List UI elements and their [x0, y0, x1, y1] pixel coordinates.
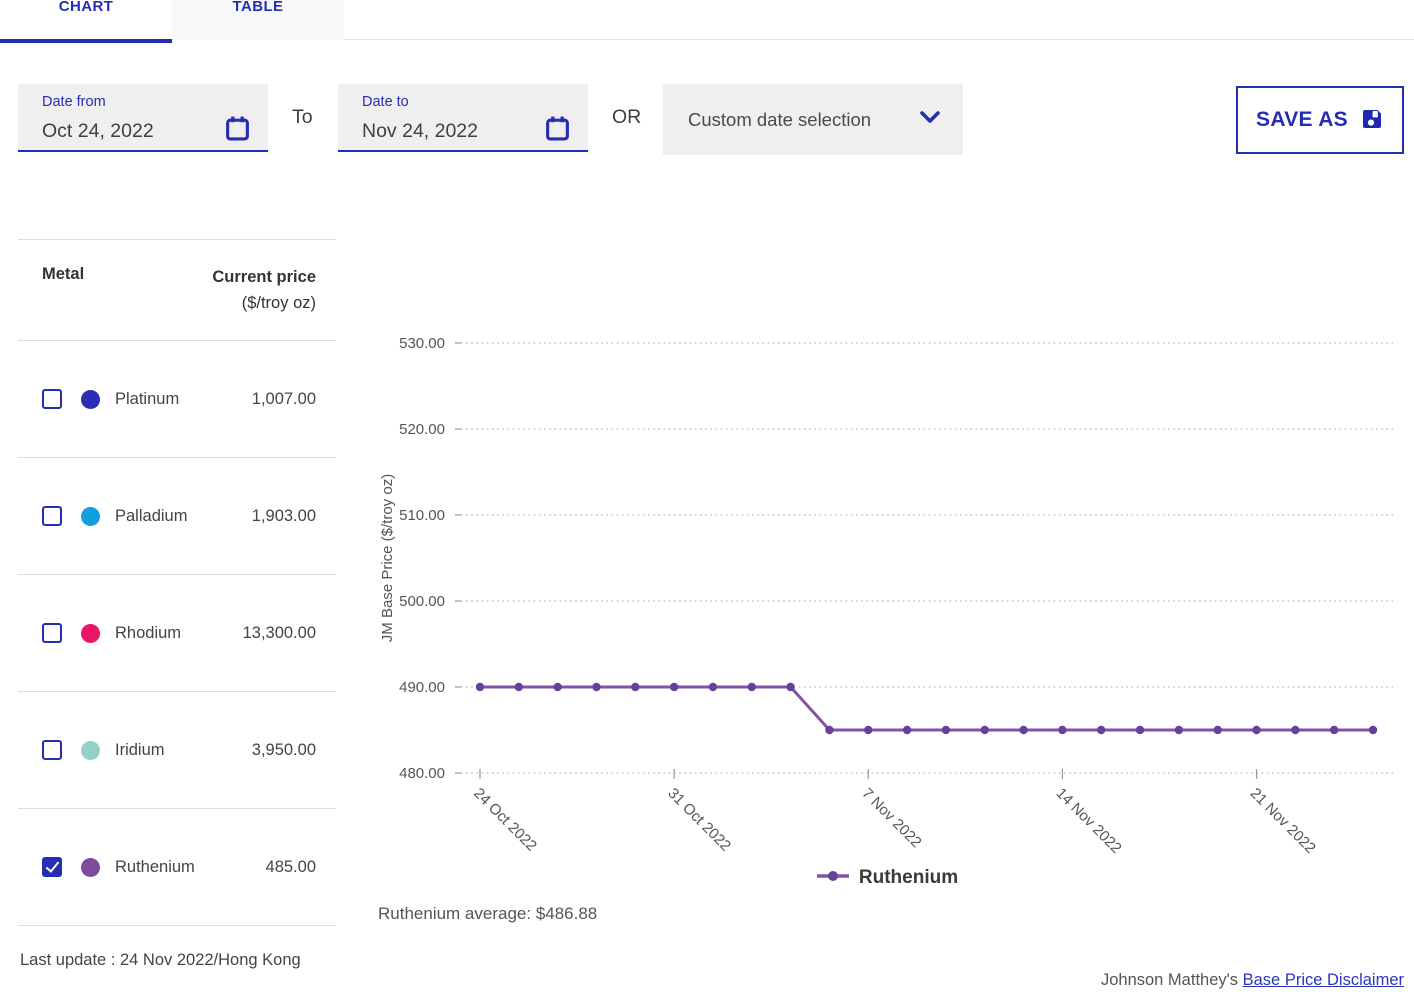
last-update-text: Last update : 24 Nov 2022/Hong Kong: [20, 951, 301, 969]
metal-table-header: Metal Current price ($/troy oz): [18, 240, 336, 341]
calendar-icon: [545, 115, 570, 147]
metal-column-header: Metal: [42, 265, 85, 283]
tab-table[interactable]: TABLE: [172, 0, 344, 40]
chevron-down-icon: [919, 109, 941, 130]
legend-item-ruthenium[interactable]: Ruthenium: [816, 867, 958, 889]
metal-name: Rhodium: [115, 623, 182, 642]
metal-price: 1,903.00: [251, 506, 316, 525]
svg-text:490.00: 490.00: [399, 679, 445, 696]
metal-name: Palladium: [115, 506, 188, 525]
metal-price: 3,950.00: [251, 740, 316, 759]
metal-name: Iridium: [115, 740, 165, 759]
svg-text:530.00: 530.00: [399, 335, 445, 352]
price-chart: 480.00 490.00 500.00 510.00 520.00 530.00 24 O…: [379, 335, 1393, 857]
tab-chart[interactable]: CHART: [0, 0, 172, 43]
save-icon: [1360, 107, 1384, 134]
save-as-label: SAVE AS: [1256, 108, 1348, 131]
svg-text:24 Oct 2022: 24 Oct 2022: [470, 785, 540, 855]
metal-name: Platinum: [115, 389, 180, 408]
date-to-field[interactable]: Date to Nov 24, 2022: [338, 84, 588, 152]
date-from-value: Oct 24, 2022: [42, 119, 154, 142]
svg-text:500.00: 500.00: [399, 593, 445, 610]
iridium-checkbox[interactable]: [42, 740, 62, 760]
palladium-color-dot: [81, 506, 100, 526]
svg-text:14 Nov 2022: 14 Nov 2022: [1053, 785, 1125, 857]
rhodium-color-dot: [81, 623, 100, 643]
to-label: To: [292, 106, 313, 128]
or-label: OR: [612, 106, 642, 128]
metal-row-palladium: Palladium 1,903.00: [18, 458, 336, 575]
ruthenium-color-dot: [81, 857, 100, 877]
date-from-label: Date from: [42, 94, 106, 110]
tab-table-label: TABLE: [232, 0, 284, 15]
chart-legend: Ruthenium: [370, 867, 1404, 889]
metal-panel: Metal Current price ($/troy oz) Platinum…: [18, 239, 336, 970]
platinum-checkbox[interactable]: [42, 389, 62, 409]
legend-label: Ruthenium: [858, 867, 959, 888]
svg-text:JM Base Price ($/troy oz): JM Base Price ($/troy oz): [379, 474, 396, 642]
disclaimer-prefix: Johnson Matthey's: [1100, 971, 1243, 989]
platinum-color-dot: [81, 389, 100, 409]
legend-marker-icon: [816, 869, 850, 888]
price-column-unit: ($/troy oz): [241, 293, 316, 312]
metal-price: 13,300.00: [242, 623, 316, 642]
metal-row-iridium: Iridium 3,950.00: [18, 692, 336, 809]
metal-price: 485.00: [265, 857, 316, 876]
iridium-color-dot: [81, 740, 100, 760]
average-note: Ruthenium average: $486.88: [378, 904, 598, 923]
calendar-icon: [225, 115, 250, 147]
metal-name: Ruthenium: [115, 857, 195, 876]
date-to-value: Nov 24, 2022: [362, 119, 479, 142]
svg-text:520.00: 520.00: [399, 421, 445, 438]
price-column-header: Current price: [212, 268, 316, 286]
rhodium-checkbox[interactable]: [42, 623, 62, 643]
metal-row-rhodium: Rhodium 13,300.00: [18, 575, 336, 692]
svg-text:21 Nov 2022: 21 Nov 2022: [1247, 785, 1319, 857]
date-to-label: Date to: [362, 94, 409, 110]
svg-text:7 Nov 2022: 7 Nov 2022: [858, 785, 924, 851]
svg-text:510.00: 510.00: [399, 507, 445, 524]
ruthenium-checkbox[interactable]: [42, 857, 62, 877]
custom-date-select-value: Custom date selection: [688, 108, 872, 130]
tab-bar: CHART TABLE: [0, 0, 1414, 43]
palladium-checkbox[interactable]: [42, 506, 62, 526]
disclaimer-footer: Johnson Matthey's Base Price Disclaimer: [1101, 971, 1404, 990]
svg-text:31 Oct 2022: 31 Oct 2022: [664, 785, 734, 855]
metal-row-platinum: Platinum 1,007.00: [18, 341, 336, 458]
svg-text:480.00: 480.00: [399, 765, 445, 782]
base-price-disclaimer-link[interactable]: Base Price Disclaimer: [1242, 971, 1404, 989]
save-as-button[interactable]: SAVE AS: [1236, 86, 1404, 154]
metal-price: 1,007.00: [251, 389, 316, 408]
tab-chart-label: CHART: [58, 0, 114, 15]
metal-row-ruthenium: Ruthenium 485.00: [18, 809, 336, 926]
custom-date-select[interactable]: Custom date selection: [663, 84, 963, 155]
date-from-field[interactable]: Date from Oct 24, 2022: [18, 84, 268, 152]
